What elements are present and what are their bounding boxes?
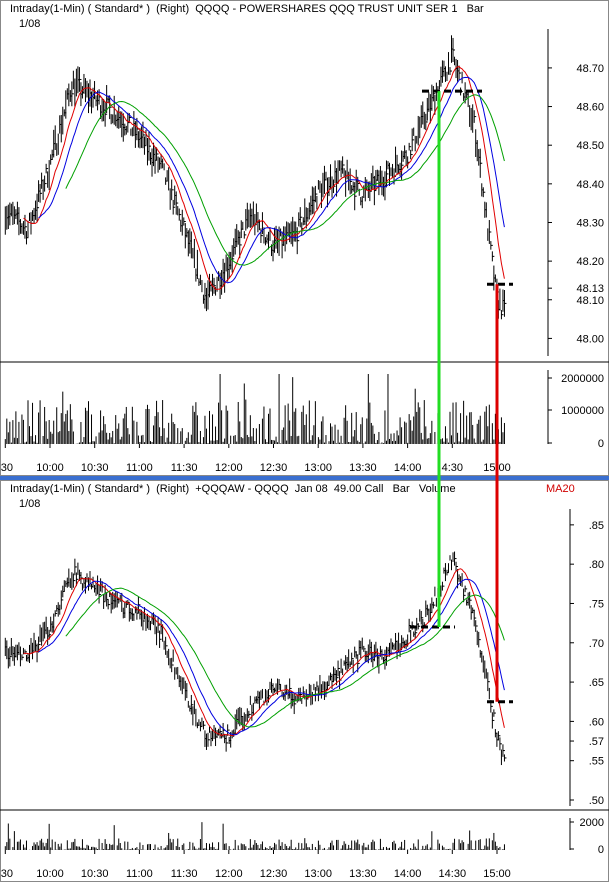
top-time-tick-label: 11:00 <box>126 462 153 474</box>
bottom-volume-tick-label: 2000 <box>580 817 604 829</box>
bottom-time-tick-label: 12:30 <box>260 868 288 880</box>
bottom-price-tick-label: .50 <box>589 795 604 807</box>
top-volume-tick-label: 0 <box>598 438 604 450</box>
bottom-ma-mid-line <box>38 578 505 736</box>
top-price-tick-label: 48.20 <box>576 256 604 268</box>
top-chart-title: Intraday(1-Min) ( Standard* ) (Right) QQ… <box>10 3 484 15</box>
bottom-price-tick-label: .57 <box>589 736 604 748</box>
bottom-volume-tick-label: 0 <box>598 844 604 856</box>
bottom-time-tick-label: 10:30 <box>81 868 109 880</box>
top-time-tick-label: 4:30 <box>442 462 463 474</box>
bottom-time-tick-label: 13:00 <box>304 868 332 880</box>
top-time-tick-label: 11:30 <box>171 462 198 474</box>
bottom-time-tick-label: 11:00 <box>126 868 153 880</box>
top-price-tick-label: 48.70 <box>576 63 604 75</box>
bottom-time-tick-label: :30 <box>0 868 13 880</box>
top-time-tick-label: 12:00 <box>215 462 243 474</box>
top-time-tick-label: 12:30 <box>260 462 288 474</box>
top-price-tick-label: 48.40 <box>576 179 604 191</box>
top-time-tick-label: 10:30 <box>81 462 109 474</box>
top-price-tick-label: 48.60 <box>576 102 604 114</box>
bottom-time-tick-label: 14:30 <box>439 868 467 880</box>
top-time-tick-label: 14:00 <box>394 462 422 474</box>
top-chart-panel: Intraday(1-Min) ( Standard* ) (Right) QQ… <box>0 0 609 476</box>
top-ma-slow-line <box>65 94 505 266</box>
top-price-tick-label: 48.13 <box>576 283 604 295</box>
pane-divider[interactable] <box>0 476 609 480</box>
top-ma-fast-line <box>23 65 505 290</box>
bottom-time-tick-label: 12:00 <box>215 868 243 880</box>
bottom-time-tick-label: 15:00 <box>483 868 511 880</box>
bottom-ma-slow-line <box>65 587 505 728</box>
bottom-price-tick-label: .65 <box>589 677 604 689</box>
top-price-tick-label: 48.10 <box>576 295 604 307</box>
bottom-time-tick-label: 10:00 <box>36 868 64 880</box>
top-time-tick-label: 13:00 <box>304 462 332 474</box>
bottom-chart-date: 1/08 <box>19 498 41 510</box>
bottom-price-tick-label: .85 <box>589 520 604 532</box>
top-time-tick-label: :30 <box>0 462 13 474</box>
bottom-time-tick-label: 14:00 <box>394 868 422 880</box>
ma20-label: MA20 <box>546 483 575 495</box>
top-chart-date: 1/08 <box>19 18 41 30</box>
top-price-tick-label: 48.00 <box>576 333 604 345</box>
top-price-tick-label: 48.30 <box>576 217 604 229</box>
top-time-tick-label: 13:30 <box>349 462 377 474</box>
bottom-time-tick-label: 13:30 <box>349 868 377 880</box>
bottom-price-tick-label: .80 <box>589 559 604 571</box>
bottom-time-tick-label: 11:30 <box>171 868 198 880</box>
bottom-price-tick-label: .70 <box>589 638 604 650</box>
bottom-chart-title: Intraday(1-Min) ( Standard* ) (Right) +Q… <box>10 483 456 495</box>
top-price-tick-label: 48.50 <box>576 140 604 152</box>
bottom-price-tick-label: .55 <box>589 756 604 768</box>
top-volume-tick-label: 1000000 <box>561 405 604 417</box>
top-volume-tick-label: 2000000 <box>561 373 604 385</box>
bottom-price-tick-label: .75 <box>589 598 604 610</box>
top-time-tick-label: 10:00 <box>36 462 64 474</box>
bottom-price-tick-label: .60 <box>589 716 604 728</box>
